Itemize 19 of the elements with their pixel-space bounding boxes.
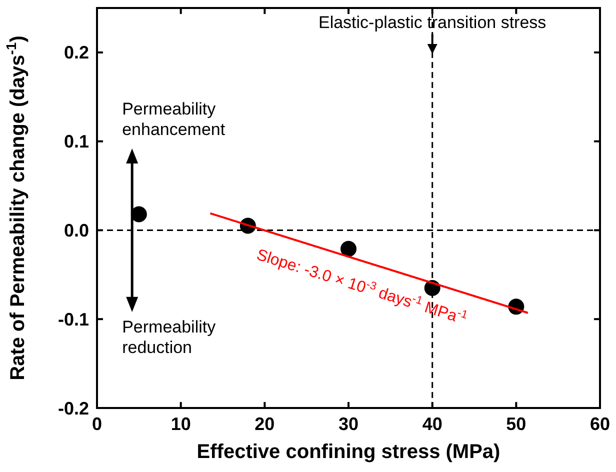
point (130, 206, 147, 222)
annotation: Permeability reduction (122, 317, 216, 357)
y-tick-label: -0.2 (58, 398, 89, 418)
x-tick-label: 10 (170, 414, 191, 434)
x-tick-label: 20 (254, 414, 275, 434)
y-tick-label: 0.1 (64, 132, 89, 152)
y-tick-label: 0.2 (64, 42, 89, 63)
annotation: Slope: -3.0 × 10$^{-3}$ days$^{-1}$ MPa$^{-1}$ (254, 246, 469, 326)
x-axis-title: Effective confining stress (MPa) (196, 441, 500, 463)
x-tick-label: 40 (422, 414, 442, 434)
x-tick-label: 50 (506, 414, 526, 434)
y-tick-label: -0.1 (58, 309, 89, 330)
annotation: Permeability enhancement (122, 100, 226, 140)
y-tick-label: 0.0 (64, 220, 89, 241)
x-tick-label: 60 (590, 414, 610, 434)
x-tick-label: 0 (92, 414, 102, 434)
point (340, 240, 356, 257)
x-tick-label: 30 (338, 414, 359, 434)
ref-line-label: Elastic-plastic transition stress (318, 13, 546, 32)
